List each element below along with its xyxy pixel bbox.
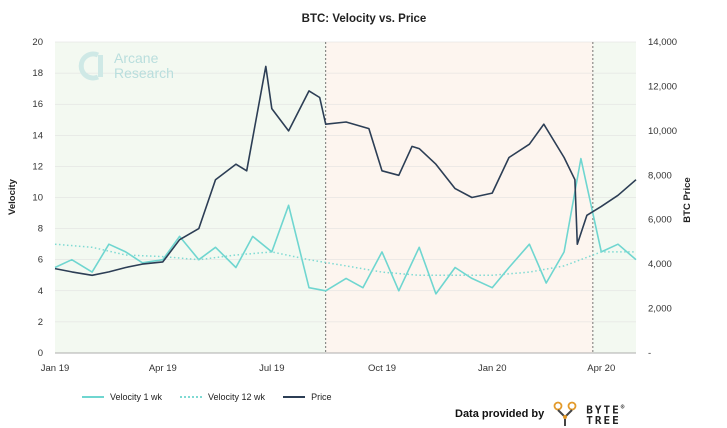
- y-tick-label: 6: [38, 255, 43, 266]
- y2-tick-label: 8,000: [648, 170, 672, 181]
- legend-label-price: Price: [311, 392, 332, 402]
- legend-label-velocity-1wk: Velocity 1 wk: [110, 392, 163, 402]
- x-axis-ticks: Jan 19 Apr 19 Jul 19 Oct 19 Jan 20 Apr 20: [41, 352, 636, 374]
- y2-tick-label: -: [648, 348, 651, 359]
- legend-swatch-velocity-12wk: [180, 396, 203, 398]
- y2-axis-label: BTC Price: [682, 177, 693, 222]
- series-line-velocity-12-wk: [54, 243, 636, 277]
- series-line-velocity-1-wk: [54, 157, 637, 295]
- legend-label-velocity-12wk: Velocity 12 wk: [208, 392, 266, 402]
- left-axis-ticks: 0 2 4 6 8 10 12 14 16 18 20: [32, 37, 43, 359]
- series-lines: [54, 65, 637, 295]
- chart-title: BTC: Velocity vs. Price: [302, 13, 427, 25]
- y2-tick-label: 2,000: [648, 304, 672, 315]
- gridlines: [55, 41, 636, 354]
- x-tick-label: Jul 19: [259, 363, 284, 374]
- y-axis-label: Velocity: [7, 178, 18, 215]
- y-tick-label: 14: [32, 130, 43, 141]
- data-credit: Data provided by BYTE® TREE: [455, 400, 626, 428]
- legend-swatch-velocity-1wk: [82, 396, 104, 398]
- y-tick-label: 18: [32, 68, 43, 79]
- series-line-price: [54, 65, 637, 277]
- bytetree-line1: BYTE®: [586, 403, 627, 417]
- y-tick-label: 16: [32, 99, 43, 110]
- x-tick-label: Oct 19: [368, 363, 396, 374]
- bytetree-wordmark: BYTE® TREE: [586, 402, 626, 427]
- y2-tick-label: 6,000: [648, 215, 672, 226]
- y-tick-label: 0: [38, 348, 43, 359]
- x-tick-label: Jan 20: [478, 363, 507, 374]
- legend-item-velocity-12wk: Velocity 12 wk: [180, 392, 265, 402]
- x-tick-label: Apr 20: [587, 363, 615, 374]
- x-tick-label: Apr 19: [149, 363, 177, 374]
- legend: Velocity 1 wk Velocity 12 wk Price: [82, 392, 332, 402]
- bytetree-line2: TREE: [586, 414, 621, 428]
- y-tick-label: 2: [38, 317, 43, 328]
- y2-tick-label: 4,000: [648, 259, 672, 270]
- watermark-line2: Research: [114, 65, 174, 81]
- arcane-research-watermark: Arcane Research: [76, 50, 174, 82]
- y2-tick-label: 14,000: [648, 37, 677, 48]
- y-tick-label: 10: [32, 193, 43, 204]
- credit-label: Data provided by: [455, 408, 545, 420]
- legend-item-price: Price: [283, 392, 332, 402]
- watermark-line1: Arcane: [114, 50, 159, 66]
- legend-item-velocity-1wk: Velocity 1 wk: [82, 392, 162, 402]
- y-tick-label: 8: [38, 224, 43, 235]
- y-tick-label: 4: [38, 286, 43, 297]
- x-tick-label: Jan 19: [41, 363, 70, 374]
- arcane-logo-icon: [78, 51, 103, 81]
- right-axis-ticks: - 2,000 4,000 6,000 8,000 10,000 12,000 14,000: [648, 37, 677, 359]
- bytetree-logo-icon: [553, 401, 577, 426]
- y2-tick-label: 10,000: [648, 126, 677, 137]
- y-tick-label: 12: [32, 161, 43, 172]
- y-tick-label: 20: [32, 37, 43, 48]
- legend-swatch-price: [283, 396, 306, 398]
- y2-tick-label: 12,000: [648, 81, 677, 92]
